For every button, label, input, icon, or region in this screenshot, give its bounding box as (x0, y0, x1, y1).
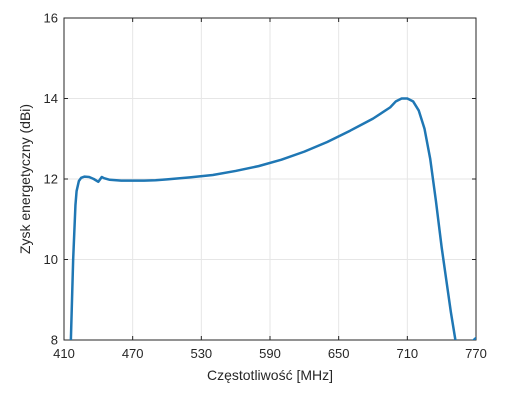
x-tick-label: 650 (328, 346, 350, 361)
x-tick-label: 710 (396, 346, 418, 361)
y-tick-label: 8 (51, 333, 58, 348)
y-axis-label: Zysk energetyczny (dBi) (17, 104, 33, 254)
y-tick-label: 14 (44, 91, 58, 106)
x-tick-label: 770 (465, 346, 487, 361)
series-line (69, 97, 476, 340)
grid (63, 17, 477, 341)
y-tick-label: 12 (44, 172, 58, 187)
series-layer (69, 97, 476, 340)
x-tick-label: 590 (259, 346, 281, 361)
y-tick-label: 10 (44, 252, 58, 267)
x-tick-label: 410 (53, 346, 75, 361)
x-tick-label: 530 (190, 346, 212, 361)
x-axis-label: Częstotliwość [MHz] (207, 367, 333, 383)
y-tick-label: 16 (44, 11, 58, 26)
tick-labels: 410 470 530 590 650 710 770 8 10 12 14 16 (44, 11, 487, 362)
x-tick-label: 470 (122, 346, 144, 361)
